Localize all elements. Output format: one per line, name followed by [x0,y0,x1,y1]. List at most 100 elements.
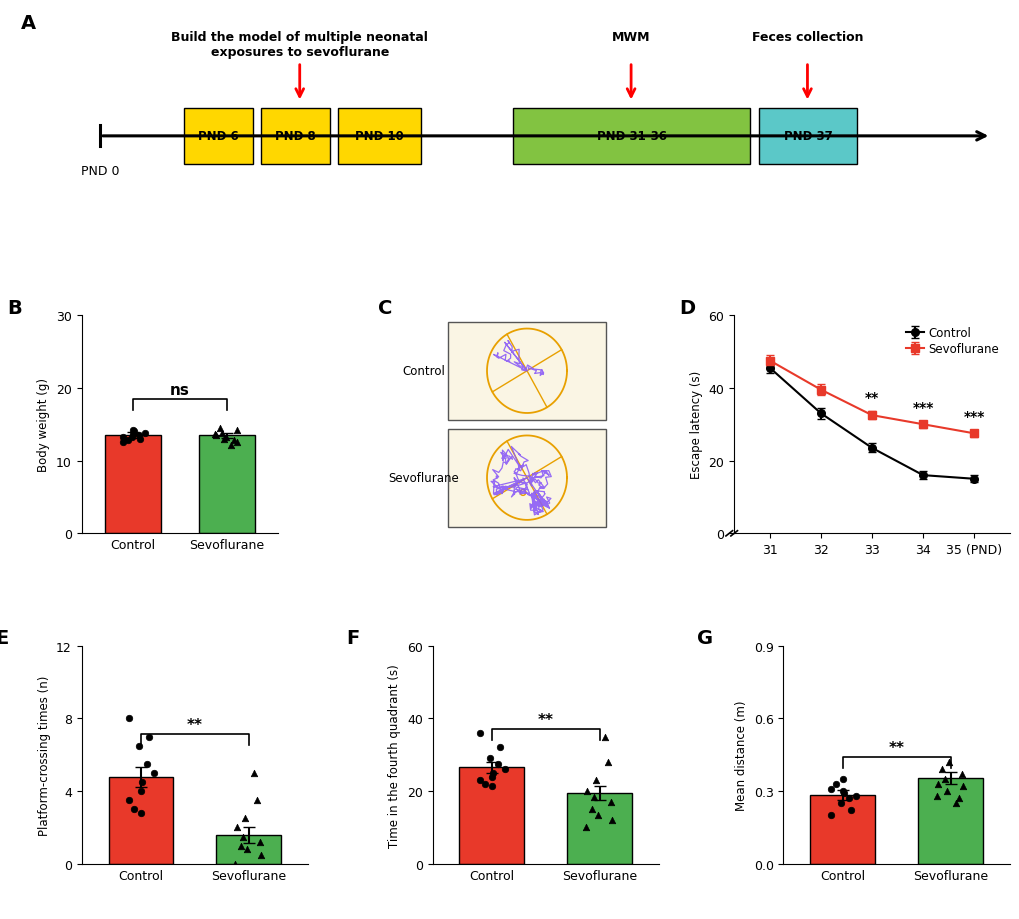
Point [246,766,262,780]
Point [125,425,142,439]
Point [227,857,244,871]
Point [929,777,946,791]
Y-axis label: Escape latency (s): Escape latency (s) [690,370,702,479]
Point [491,741,507,755]
Text: Build the model of multiple neonatal
exposures to sevoflurane: Build the model of multiple neonatal exp… [171,31,428,59]
Point [130,739,147,754]
Point [131,432,148,447]
Text: D: D [679,299,695,317]
Text: B: B [7,299,21,317]
Point [252,834,268,849]
Point [237,811,254,826]
Point [139,756,155,771]
Point [483,769,499,784]
Text: G: G [697,629,713,648]
Y-axis label: Platform-crossing times (n): Platform-crossing times (n) [38,675,51,835]
Point [827,777,844,791]
Point [132,806,149,821]
Point [847,789,863,803]
FancyBboxPatch shape [448,429,605,528]
Point [249,793,265,808]
Point [933,762,950,777]
Text: **: ** [186,717,203,732]
Point [226,434,243,448]
Point [941,754,957,769]
FancyBboxPatch shape [758,108,856,165]
Text: PND 6: PND 6 [198,130,238,143]
Point [120,793,137,808]
Point [229,436,246,450]
Point [125,424,142,438]
Point [935,772,952,787]
Point [822,808,839,823]
Text: MWM: MWM [611,31,650,44]
Bar [809,795,874,864]
Point [578,820,594,834]
Point [599,754,615,769]
Point [133,775,150,789]
Point [239,842,256,857]
Point [588,773,604,788]
Point [212,421,228,436]
FancyBboxPatch shape [448,323,605,420]
Legend: Control, Sevoflurane: Control, Sevoflurane [901,322,1003,360]
Point [602,795,619,810]
Point [228,424,245,438]
Point [950,791,966,806]
Text: PND 0: PND 0 [81,165,119,178]
Point [928,789,945,803]
Point [496,762,513,777]
Y-axis label: Mean distance (m): Mean distance (m) [735,699,747,810]
Point [835,787,851,801]
Point [471,773,487,788]
Point [223,437,239,452]
Point [477,777,493,791]
Point [579,784,595,799]
Point [146,766,162,780]
Point [585,789,601,804]
Text: ***: *** [911,401,932,414]
Point [114,430,130,445]
Text: Feces collection: Feces collection [751,31,862,44]
Bar [567,793,632,864]
Text: ***: *** [962,410,983,424]
Bar [105,436,161,534]
Point [114,436,130,450]
Y-axis label: Time in the fourth quadrant (s): Time in the fourth quadrant (s) [388,664,400,846]
Bar [199,436,255,534]
Point [217,430,233,445]
Text: PND 8: PND 8 [275,130,316,143]
Point [216,432,232,447]
Text: PND 31-36: PND 31-36 [596,130,665,143]
Point [954,779,970,794]
Point [583,802,599,817]
Point [953,767,969,782]
Text: PND 37: PND 37 [783,130,832,143]
Point [228,820,245,834]
Point [130,428,147,443]
Bar [917,777,982,864]
Point [253,847,269,862]
Point [840,791,856,806]
Point [141,730,157,744]
Text: F: F [346,629,360,648]
Point [484,766,500,780]
Text: C: C [378,299,392,317]
Bar [459,767,524,864]
FancyBboxPatch shape [337,108,421,165]
Point [208,428,224,443]
Point [207,426,223,441]
Point [120,711,137,726]
Point [137,426,153,441]
Text: Sevoflurane: Sevoflurane [388,471,459,484]
FancyBboxPatch shape [261,108,330,165]
Text: **: ** [864,391,878,404]
Point [596,730,612,744]
Point [126,802,143,817]
FancyBboxPatch shape [513,108,749,165]
Text: A: A [21,14,37,32]
Point [834,772,850,787]
Point [232,838,249,853]
Point [481,751,497,766]
Point [213,426,229,441]
